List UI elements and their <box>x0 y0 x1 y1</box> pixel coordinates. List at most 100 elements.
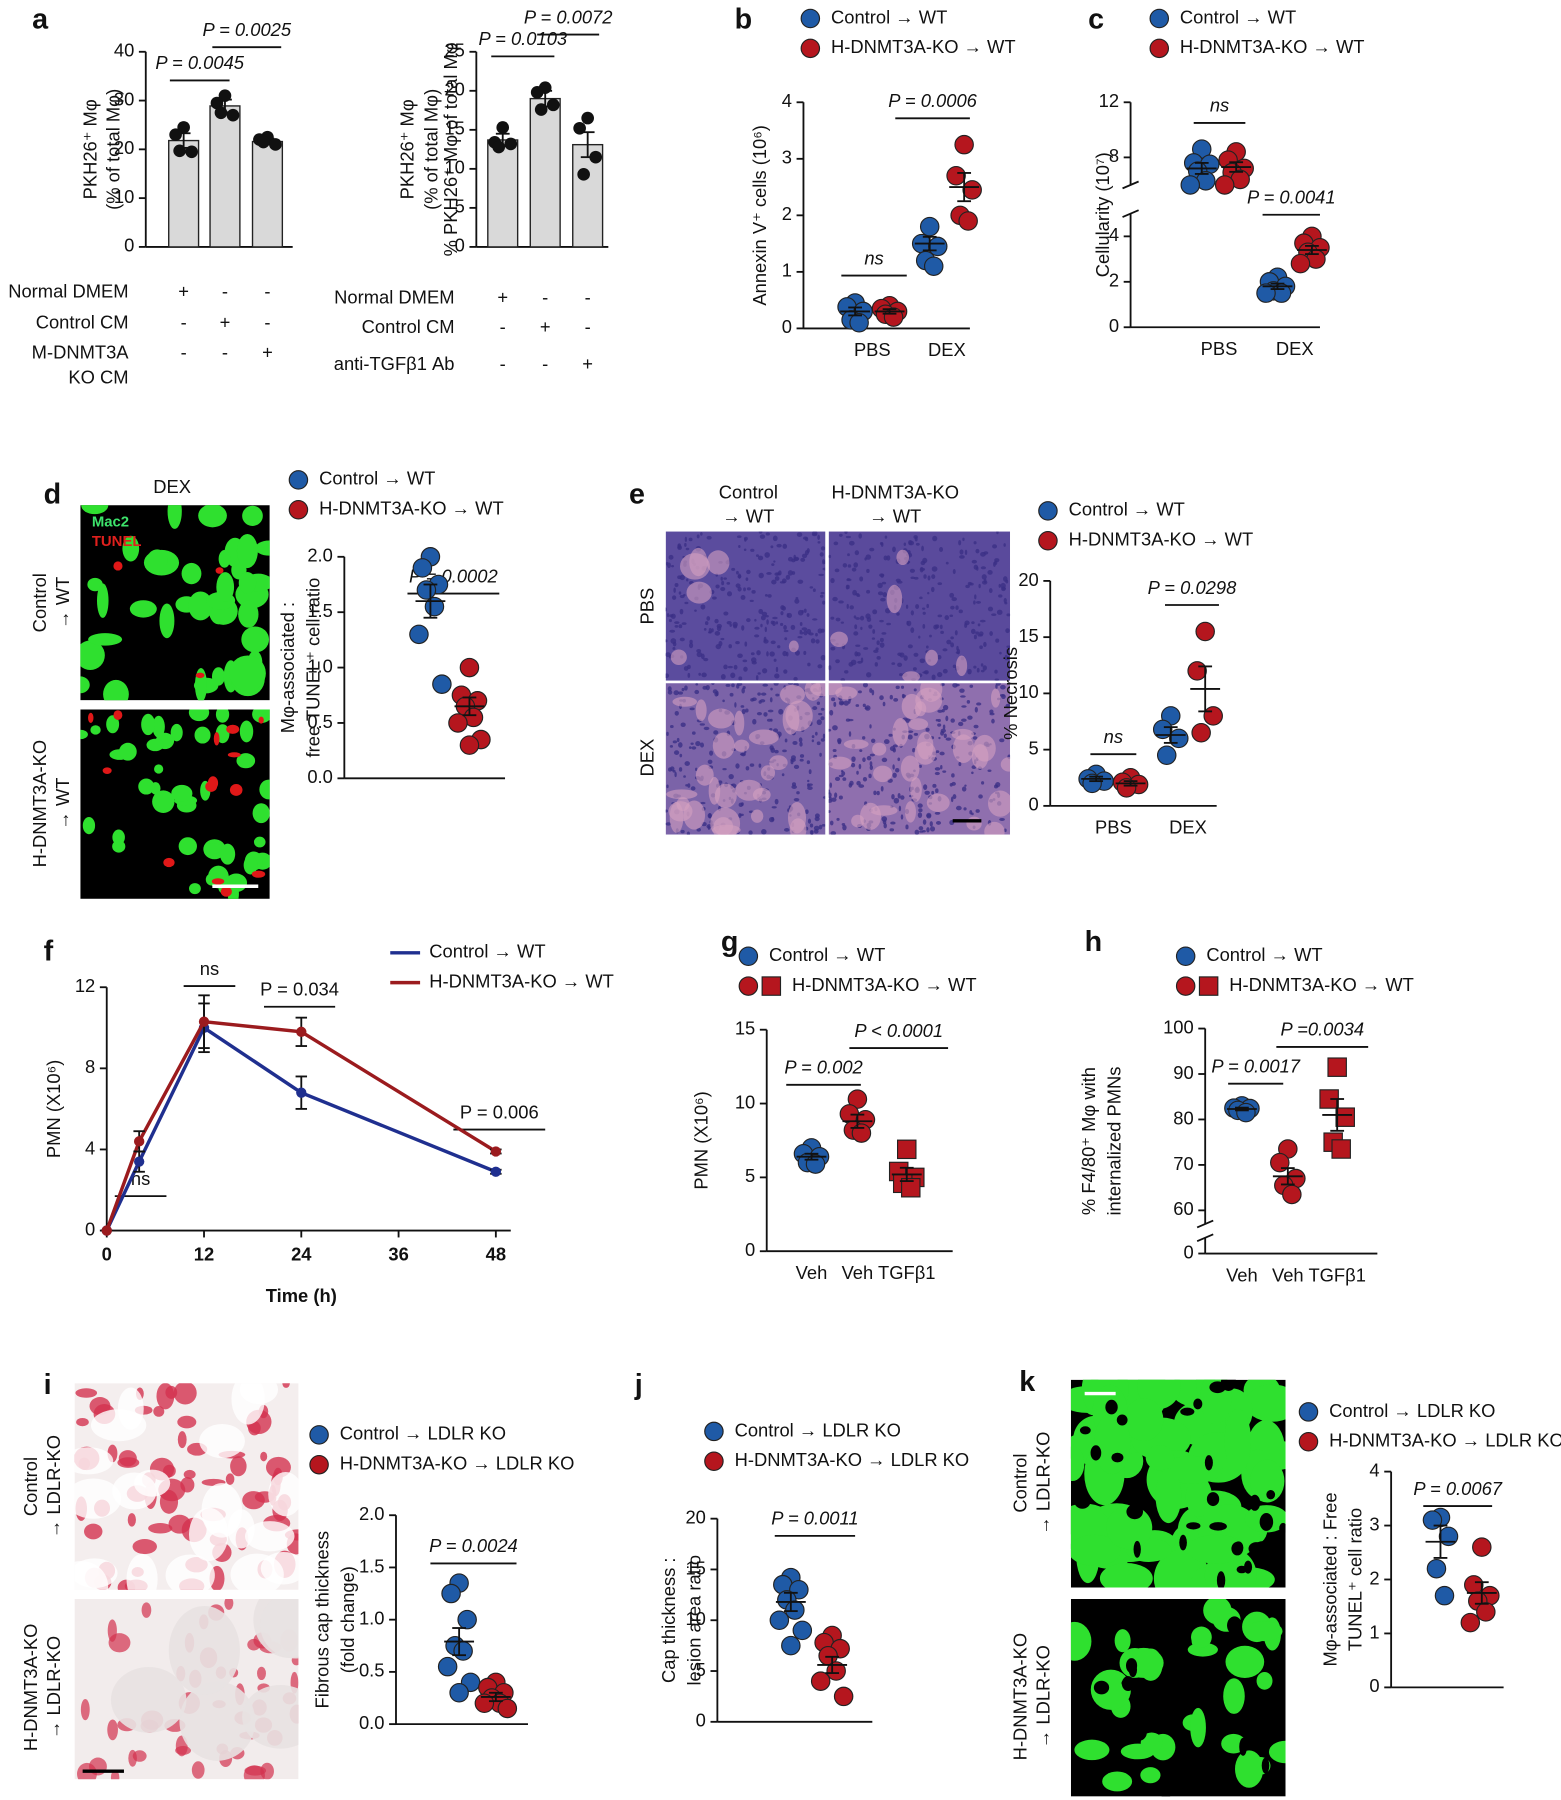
micrograph-texture <box>750 698 755 702</box>
micrograph-texture <box>259 779 270 800</box>
significance-label: P = 0.0017 <box>1211 1055 1300 1076</box>
micrograph-texture <box>855 644 861 647</box>
micrograph-texture <box>674 710 679 716</box>
micrograph-texture <box>983 578 987 584</box>
y-tick-label: 15 <box>444 118 464 139</box>
micrograph-texture <box>668 618 672 623</box>
micrograph-texture <box>672 740 678 744</box>
micrograph-texture <box>1268 1740 1286 1764</box>
data-point <box>530 86 544 99</box>
micrograph-texture <box>937 614 943 618</box>
micrograph-texture <box>1176 1672 1189 1684</box>
micrograph-texture <box>700 801 706 805</box>
micrograph-texture <box>90 1409 147 1442</box>
micrograph-texture <box>854 624 858 630</box>
micrograph-texture <box>741 625 745 631</box>
y-tick-label: 10 <box>114 186 134 207</box>
x-tick-label: 36 <box>388 1244 408 1265</box>
micrograph-texture <box>80 729 88 740</box>
micrograph-texture <box>1176 1650 1191 1665</box>
micrograph-texture <box>119 742 137 761</box>
micrograph-texture <box>665 822 672 826</box>
legend-label: H-DNMT3A-KO → WT <box>831 36 1016 57</box>
micrograph-texture <box>776 543 782 548</box>
micrograph-texture <box>1093 1680 1110 1695</box>
micrograph-texture <box>828 728 832 732</box>
micrograph-texture <box>881 757 888 763</box>
micrograph-texture <box>117 1457 140 1468</box>
micrograph-texture <box>924 790 930 795</box>
micrograph-texture <box>797 636 803 639</box>
micrograph-texture <box>761 829 767 835</box>
x-tick-label: PBS <box>854 339 891 360</box>
micrograph-texture <box>830 831 837 835</box>
condition-sign: + <box>540 316 551 337</box>
micrograph-texture <box>751 590 756 594</box>
micrograph-texture <box>835 617 841 622</box>
micrograph-texture <box>746 587 751 591</box>
micrograph-texture <box>973 724 979 729</box>
micrograph-texture <box>830 577 835 584</box>
condition-sign: - <box>542 353 548 374</box>
micrograph-texture <box>727 665 733 669</box>
y-tick-label: 0 <box>782 316 792 337</box>
micrograph-texture <box>1004 654 1008 661</box>
data-point <box>954 134 974 155</box>
micrograph-texture <box>814 813 820 819</box>
y-tick-label: 100 <box>1163 1016 1194 1037</box>
micrograph-texture <box>1090 1445 1102 1461</box>
micrograph-texture <box>999 817 1005 821</box>
micrograph-texture <box>854 550 860 556</box>
micrograph-texture <box>1200 1379 1232 1425</box>
y-axis-label: % F4/80⁺ Mφ with <box>1078 1067 1099 1215</box>
micrograph-texture <box>685 784 688 787</box>
micrograph-texture <box>238 600 259 628</box>
micrograph-texture <box>1239 1737 1247 1756</box>
y-tick-label: 20 <box>685 1507 705 1528</box>
micrograph-texture <box>669 724 674 729</box>
micrograph-texture <box>848 661 854 667</box>
micrograph-texture <box>970 628 976 635</box>
micrograph-texture <box>674 621 680 624</box>
panel-label: g <box>721 926 739 958</box>
micrograph-texture <box>793 797 800 802</box>
data-point <box>226 108 240 122</box>
micrograph-texture <box>736 570 739 575</box>
micrograph-texture <box>706 535 712 540</box>
micrograph-texture <box>1003 597 1007 604</box>
legend-label: H-DNMT3A-KO → WT <box>1229 974 1414 995</box>
micrograph-texture <box>694 609 697 612</box>
micrograph-texture <box>828 554 832 559</box>
micrograph-texture <box>723 664 728 670</box>
micrograph-texture <box>800 557 806 562</box>
micrograph-texture <box>146 549 168 572</box>
micrograph-texture <box>866 568 870 574</box>
micrograph-texture <box>229 655 266 692</box>
micrograph-texture <box>958 761 962 767</box>
micrograph-texture <box>722 767 727 771</box>
micrograph-texture <box>668 801 693 822</box>
micrograph-texture <box>1005 628 1010 634</box>
micrograph-texture <box>777 645 781 649</box>
micrograph-texture <box>688 537 693 542</box>
micrograph-texture <box>668 554 674 560</box>
micrograph-texture <box>859 749 863 753</box>
micrograph-texture <box>102 767 112 774</box>
micrograph-texture <box>914 829 920 835</box>
data-point <box>919 216 940 237</box>
column-label: Control <box>719 482 778 503</box>
micrograph-texture <box>799 621 803 626</box>
micrograph-texture <box>855 592 860 596</box>
micrograph-texture <box>674 771 677 778</box>
micrograph-texture <box>949 614 954 618</box>
condition-sign: + <box>497 286 508 307</box>
micrograph-texture <box>991 613 997 616</box>
micrograph-texture <box>848 731 852 737</box>
data-point <box>504 137 518 151</box>
micrograph-texture <box>838 600 844 604</box>
micrograph-texture <box>923 670 929 675</box>
micrograph-texture <box>888 733 893 737</box>
micrograph-texture <box>949 782 953 787</box>
condition-sign: - <box>181 341 187 362</box>
